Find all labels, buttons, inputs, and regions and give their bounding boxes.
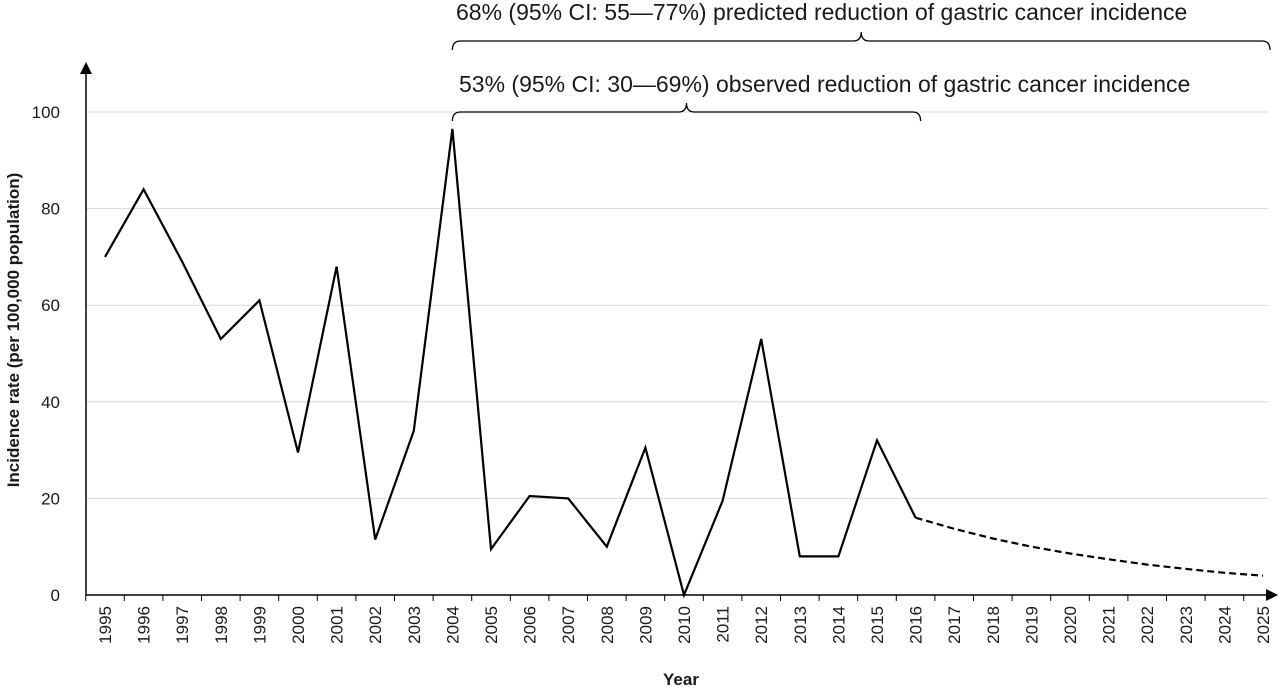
y-tick-label: 0 [51, 586, 60, 605]
annotations: 68% (95% CI: 55—77%) predicted reduction… [451, 0, 1271, 122]
y-axis-title: Incidence rate (per 100,000 population) [4, 173, 23, 488]
y-tick-label: 100 [32, 103, 60, 122]
x-tick-label: 2020 [1061, 606, 1080, 644]
x-tick-label: 2008 [598, 606, 617, 644]
x-tick-label: 2013 [791, 606, 810, 644]
x-tick-label: 2012 [752, 606, 771, 644]
observed-range-brace [451, 102, 922, 122]
x-tick-label: 2015 [868, 606, 887, 644]
predicted-range-brace [451, 31, 1271, 51]
x-tick-label: 2002 [366, 606, 385, 644]
x-tick-label: 1997 [173, 606, 192, 644]
x-tick-label: 2017 [945, 606, 964, 644]
predicted-series-line [915, 516, 1264, 577]
x-tick-label: 2021 [1100, 606, 1119, 644]
gridlines [86, 111, 1268, 499]
x-tick-label: 2001 [328, 606, 347, 644]
x-tick-labels: 1995 1996 1997 1998 1999 2000 2001 2002 2003 2004… [96, 606, 1273, 644]
x-tick-label: 2019 [1022, 606, 1041, 644]
y-tick-label: 40 [41, 393, 60, 412]
x-tick-label: 2014 [829, 606, 848, 644]
axes [80, 62, 1278, 601]
data-series [104, 128, 1264, 599]
y-axis-arrow [80, 62, 92, 74]
predicted-reduction-annotation: 68% (95% CI: 55—77%) predicted reduction… [456, 0, 1187, 25]
y-tick-label: 20 [41, 489, 60, 508]
x-tick-label: 2022 [1138, 606, 1157, 644]
x-tick-label: 1998 [212, 606, 231, 644]
x-tick-label: 2023 [1177, 606, 1196, 644]
x-axis-title: Year [663, 670, 699, 688]
x-tick-label: 2024 [1215, 606, 1234, 644]
x-tick-label: 2005 [482, 606, 501, 644]
x-axis-arrow [1266, 589, 1278, 601]
x-tick-label: 2010 [675, 606, 694, 644]
observed-series-line [104, 128, 917, 599]
x-tick-label: 1999 [250, 606, 269, 644]
x-tick-label: 2003 [405, 606, 424, 644]
x-tick-label: 2000 [289, 606, 308, 644]
x-tick-label: 1996 [135, 606, 154, 644]
y-tick-labels: 0 20 40 60 80 100 [32, 103, 60, 605]
x-tick-label: 2006 [521, 606, 540, 644]
observed-reduction-annotation: 53% (95% CI: 30—69%) observed reduction … [459, 71, 1190, 97]
x-tick-label: 2009 [636, 606, 655, 644]
x-tick-label: 2016 [907, 606, 926, 644]
x-tick-label: 2025 [1254, 606, 1273, 644]
x-tick-label: 2007 [559, 606, 578, 644]
y-tick-label: 60 [41, 296, 60, 315]
x-tick-label: 2011 [714, 606, 733, 643]
x-tick-label: 2004 [443, 606, 462, 644]
x-tick-label: 2018 [984, 606, 1003, 644]
x-tick-label: 1995 [96, 606, 115, 644]
y-tick-label: 80 [41, 200, 60, 219]
